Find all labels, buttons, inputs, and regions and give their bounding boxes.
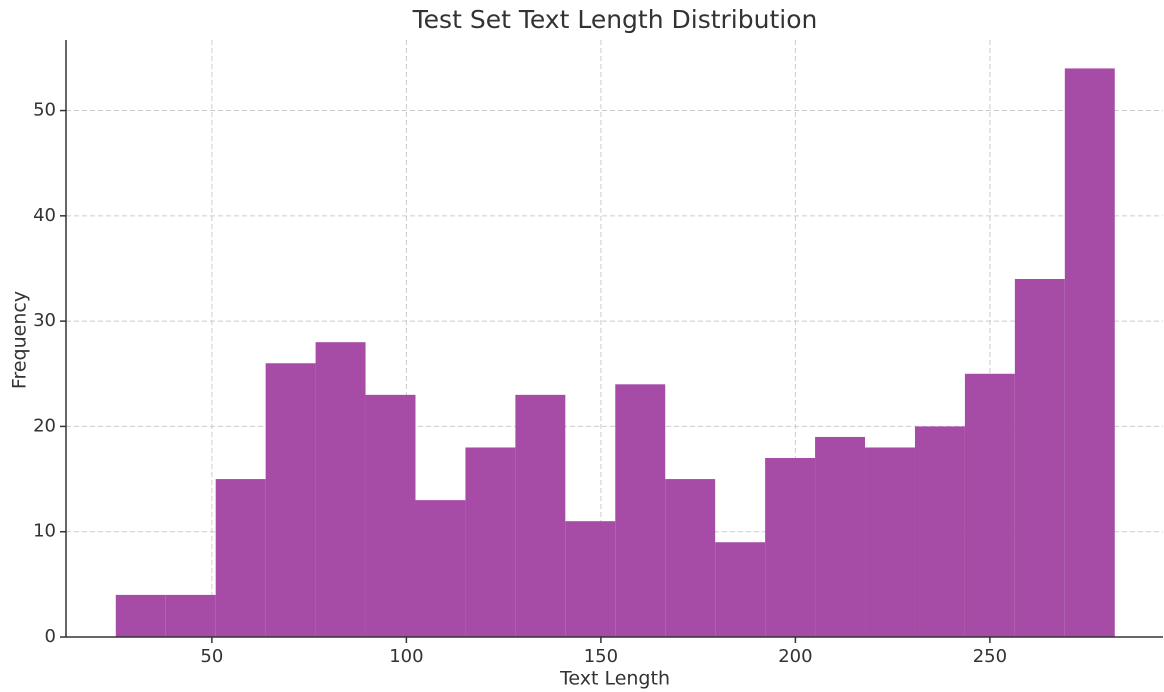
y-axis-label: Frequency xyxy=(9,291,31,389)
bar xyxy=(865,447,915,637)
y-tick-label: 0 xyxy=(45,626,56,647)
y-tick-label: 40 xyxy=(33,205,56,226)
x-axis-label: Text Length xyxy=(559,668,670,690)
y-tick-label: 10 xyxy=(33,521,56,542)
bar xyxy=(115,594,166,637)
bar xyxy=(715,542,766,637)
chart-title: Test Set Text Length Distribution xyxy=(412,5,818,34)
bar xyxy=(1014,279,1065,637)
bar xyxy=(565,521,616,637)
bar xyxy=(815,436,866,637)
x-tick-label: 150 xyxy=(584,646,618,667)
y-tick-label: 20 xyxy=(33,415,56,436)
bar xyxy=(215,479,266,637)
x-tick-label: 250 xyxy=(973,646,1007,667)
x-tick-label: 50 xyxy=(200,646,223,667)
bar xyxy=(765,458,816,637)
bar xyxy=(265,363,316,637)
x-tick-label: 200 xyxy=(778,646,812,667)
bar xyxy=(465,447,516,637)
bar xyxy=(665,479,716,637)
bar xyxy=(615,384,666,637)
bar xyxy=(964,373,1015,637)
bar xyxy=(315,342,366,637)
bar xyxy=(1064,68,1115,637)
x-tick-label: 100 xyxy=(389,646,423,667)
bar xyxy=(914,426,965,637)
y-tick-label: 50 xyxy=(33,100,56,121)
bar xyxy=(365,394,416,637)
y-tick-label: 30 xyxy=(33,310,56,331)
bar xyxy=(165,594,216,637)
bar xyxy=(415,500,466,637)
bar xyxy=(515,394,566,637)
